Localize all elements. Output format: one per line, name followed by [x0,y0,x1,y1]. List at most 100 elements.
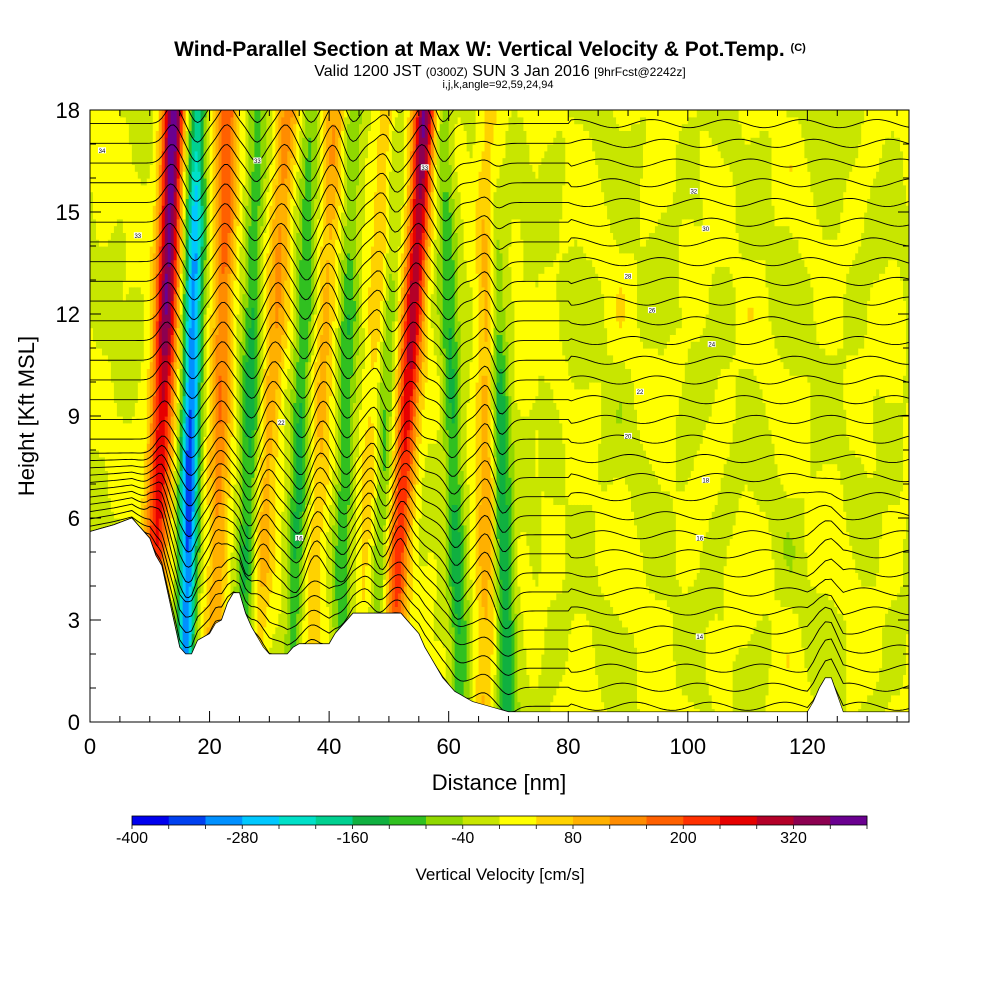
velocity-cell [412,150,417,199]
velocity-cell [598,688,602,722]
velocity-cell [762,110,767,131]
velocity-cell [308,361,312,505]
velocity-cell [631,110,635,125]
velocity-cell [176,368,181,403]
velocity-cell [176,218,181,254]
velocity-cell [284,178,288,281]
velocity-cell [753,110,758,138]
velocity-cell [663,212,668,349]
velocity-cell [843,293,847,369]
velocity-cell [284,388,288,635]
velocity-cell [466,402,471,485]
velocity-cell [669,205,674,335]
velocity-cell [137,286,142,383]
velocity-cell [146,368,151,444]
velocity-cell [523,110,527,131]
velocity-cell [568,633,572,722]
velocity-cell [598,382,602,444]
velocity-cell [726,266,731,369]
velocity-cell [810,286,814,478]
velocity-cell [639,246,644,342]
velocity-cell [571,246,575,383]
velocity-cell [675,327,680,417]
velocity-cell [412,198,417,247]
velocity-cell [613,110,617,118]
velocity-cell [577,246,581,390]
x-tick-label: 120 [789,734,826,759]
velocity-cell [517,409,522,539]
velocity-cell [897,110,901,138]
velocity-cell [436,252,441,315]
velocity-cell [768,320,773,431]
velocity-cell [732,422,737,526]
velocity-cell [586,130,590,261]
velocity-cell [798,252,802,376]
velocity-cell [619,620,623,722]
contour-label-bg [295,534,304,541]
velocity-cell [269,110,273,165]
velocity-cell [502,354,507,397]
velocity-cell [505,110,510,131]
velocity-cell [631,633,635,722]
velocity-cell [170,518,175,601]
velocity-cell [430,157,435,193]
contour-label: 22 [637,390,644,396]
velocity-cell [188,130,193,159]
velocity-cell [648,348,653,465]
velocity-cell [122,116,127,233]
velocity-cell [439,110,444,125]
velocity-cell [158,110,163,165]
velocity-cell [846,273,850,356]
contour-label: 14 [696,635,703,641]
velocity-cell [523,647,527,722]
velocity-cell [607,354,611,485]
velocity-cell [191,110,196,138]
velocity-cell [185,198,190,240]
velocity-cell [299,558,303,621]
velocity-cell [281,116,285,186]
velocity-cell [335,239,339,329]
velocity-cell [424,293,429,383]
velocity-cell [445,191,450,431]
velocity-cell [176,484,181,601]
velocity-cell [487,579,492,722]
velocity-cell [903,416,907,539]
velocity-cell [774,225,779,349]
velocity-cell [816,110,820,220]
velocity-cell [406,341,411,363]
velocity-cell [675,688,680,722]
velocity-cell [266,110,270,193]
velocity-cell [523,130,527,281]
velocity-cell [302,198,306,512]
velocity-cell [293,164,297,206]
velocity-cell [717,375,722,492]
theta-contour-line [90,360,909,400]
velocity-cell [726,110,731,165]
velocity-cell [855,157,859,254]
contour-label-bg [253,157,262,164]
velocity-cell [326,110,330,118]
velocity-cell [583,252,587,390]
velocity-cell [299,259,303,403]
velocity-cell [873,586,877,689]
velocity-cell [448,212,453,329]
velocity-cell [607,484,611,601]
velocity-cell [786,116,791,227]
contour-label-bg [647,307,656,314]
velocity-cell [714,504,719,614]
velocity-cell [711,620,716,709]
velocity-cell [382,409,387,471]
velocity-cell [445,110,450,193]
velocity-cell [544,110,548,152]
velocity-cell [122,110,127,118]
velocity-cell [693,225,698,342]
velocity-cell [400,314,405,349]
velocity-cell [684,694,689,722]
velocity-cell [412,368,417,390]
velocity-cell [427,164,432,193]
velocity-cell [311,314,315,356]
velocity-cell [756,259,761,383]
velocity-cell [765,613,770,696]
velocity-cell [894,504,898,601]
velocity-cell [281,110,285,118]
